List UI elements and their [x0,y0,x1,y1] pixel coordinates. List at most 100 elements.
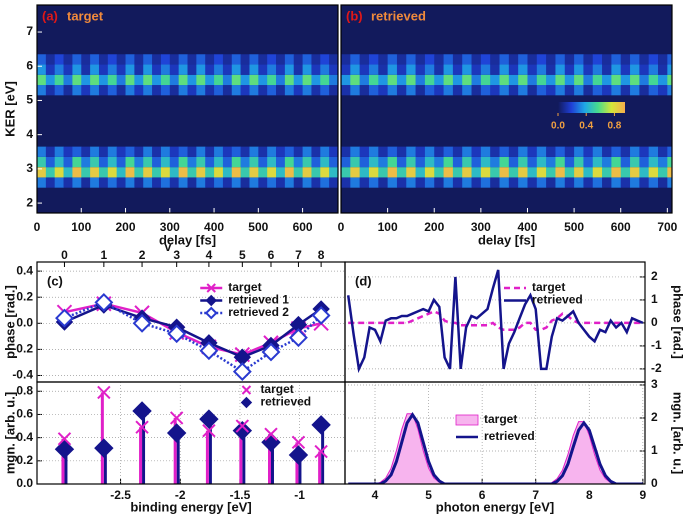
heatmap-cell [480,177,491,188]
heatmap-cell [658,85,668,96]
heatmap-cell [240,64,250,75]
heatmap-cell [320,85,330,96]
heatmap-cell [658,146,668,157]
heatmap-cell [258,64,268,75]
heatmap-cell [396,177,407,188]
heatmap-cell [293,146,303,157]
heatmap-cell [630,85,640,96]
heatmap-cell [415,167,426,178]
colorbar-label: 0.0 [551,121,565,132]
y-tick-label: 4 [26,127,33,141]
heatmap-cell [320,177,330,188]
heatmap-cell [368,156,379,168]
marker-diamond [261,432,281,452]
heatmap-cell [583,54,594,65]
heatmap-cell [205,54,215,65]
heatmap-cell [341,146,351,157]
heatmap-cell [284,167,295,178]
series-line [64,301,322,374]
heatmap-cell [107,156,117,168]
x-tick-label: -1 [294,488,305,502]
marker-open-diamond [167,324,187,344]
heatmap-cell [611,167,622,178]
heatmap-cell [116,177,126,188]
heatmap-cell [518,85,528,96]
heatmap-cell [284,146,295,157]
heatmap-cell [276,74,286,86]
heatmap-cell [359,74,370,86]
heatmap-cell [368,54,379,65]
heatmap-cell [152,177,162,188]
legend-label: retrieved [484,429,535,443]
heatmap-cell [592,85,603,96]
top-tick-label: 8 [318,248,325,262]
heatmap-cell [267,54,277,65]
heatmap-cell [258,146,268,157]
heatmap-cell [499,167,510,178]
heatmap-cell [639,54,649,65]
heatmap-cell [293,74,303,86]
heatmap-cell [45,146,56,157]
heatmap-cell [329,64,338,75]
marker-x [314,444,328,459]
heatmap-cell [320,156,330,168]
heatmap-cell [406,64,416,75]
heatmap-cell [116,156,126,168]
heatmap-cell [518,74,528,86]
heatmap-cell [267,167,277,178]
legend-label: target [228,280,261,294]
x-tick-label: 200 [424,220,444,234]
heatmap-cell [536,177,547,188]
heatmap-cell [350,54,360,65]
series-area [348,413,643,484]
heatmap-cell [471,167,482,178]
heatmap-cell [592,74,603,86]
heatmap-cell [574,167,584,178]
heatmap-cell [639,85,649,96]
heatmap-cell [160,177,171,188]
heatmap-cell [387,146,398,157]
heatmap-cell [341,74,351,86]
heatmap-cell [152,74,162,86]
marker-diamond [94,438,114,458]
marker-diamond [205,294,217,307]
heatmap-cell [293,85,303,96]
heatmap-cell [276,85,286,96]
heatmap-cell [350,85,360,96]
heatmap-cell [205,64,215,75]
marker-x [57,432,72,446]
heatmap-cell [98,177,109,188]
heatmap-cell [196,74,206,86]
heatmap-cell [160,167,171,178]
heatmap-cell [406,177,416,188]
heatmap-cell [583,85,594,96]
plot-frame [36,4,339,214]
heatmap-cell [293,54,303,65]
heatmap-cell [54,64,64,75]
heatmap-cell [630,54,640,65]
colorbar [558,102,625,113]
heatmap-cell [639,167,649,178]
heatmap-cell [396,85,407,96]
y-tick-label: 2 [651,410,658,424]
heatmap-cell [368,85,379,96]
heatmap-cell [648,85,659,96]
heatmap-cell [249,156,259,168]
heatmap-cell [134,167,144,178]
heatmap-cell [378,177,388,188]
heatmap-cell [396,64,407,75]
heatmap-cell [284,54,295,65]
heatmap-cell [37,177,47,188]
marker-diamond [166,423,187,443]
heatmap-cell [648,167,659,178]
heatmap-cell [424,146,435,157]
heatmap-cell [490,85,500,96]
marker-open-diamond [94,293,114,312]
heatmap-cell [152,146,162,157]
heatmap-cell [302,167,312,178]
heatmap-cell [667,167,672,178]
heatmap-cell [267,85,277,96]
heatmap-cell [81,54,91,65]
heatmap-cell [592,146,603,157]
heatmap-cell [536,146,547,157]
